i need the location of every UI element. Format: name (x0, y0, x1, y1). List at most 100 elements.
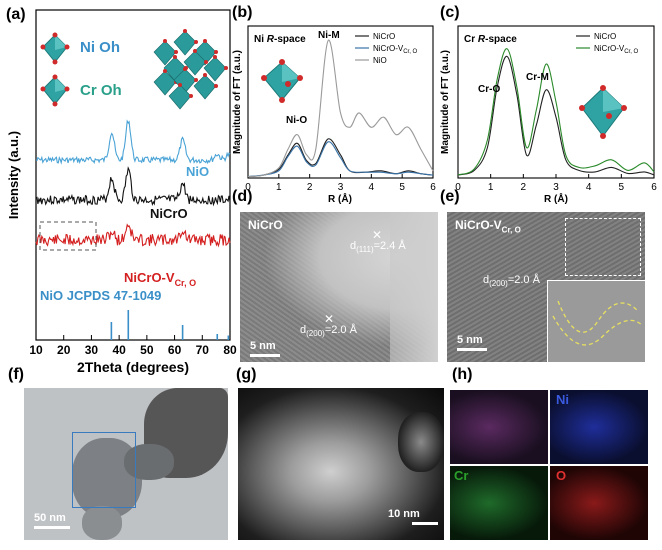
crystal-atom (163, 39, 167, 43)
series-nicrov-line (457, 48, 655, 176)
series-vac-line (35, 223, 231, 248)
h-ni-label: Ni (556, 392, 569, 407)
haadf-image: 10 nm (238, 388, 444, 540)
panel-b-label: (b) (232, 4, 253, 21)
crystal-atom (174, 50, 178, 54)
cross-mark-icon: ✕ (372, 228, 383, 242)
hrtem-image-nicro: NiCrO d(111)=2.4 Å d(200)=2.0 Å ✕ ✕ 5 nm (240, 212, 438, 362)
xrd-tick-label: 10 (29, 343, 43, 357)
panel-h-label: (h) (452, 366, 473, 383)
r-tick-label: 6 (430, 182, 436, 193)
d-scale: 5 nm (250, 340, 276, 352)
d111-label: d(111)=2.4 Å (350, 240, 406, 255)
c-ylabel: Magnitude of FT (a.u.) (440, 50, 451, 154)
r-tick-label: 5 (619, 182, 625, 193)
eds-cr-map: Cr (450, 466, 548, 540)
ann-nio: Ni-O (286, 115, 307, 126)
ni-octahedron-icon (40, 32, 70, 65)
crystal-atom (214, 84, 218, 88)
cr-rspace-chart: Cr R-space Magnitude of FT (a.u.) R (Å) … (440, 25, 657, 205)
c-title: Cr R-space (464, 34, 517, 45)
eds-o-map: O (550, 466, 648, 540)
panel-f-label: (f) (8, 366, 24, 383)
legend-label: NiCrO (594, 32, 616, 41)
h-cr-label: Cr (454, 468, 469, 483)
r-tick-label: 4 (586, 182, 592, 193)
r-tick-label: 1 (488, 182, 494, 193)
legend-ni-oh: Ni Oh (80, 39, 120, 56)
crystal-octahedron (193, 40, 217, 66)
selection-box (72, 432, 136, 508)
ni-octahedron-b-icon (261, 59, 303, 103)
xrd-ylabel: Intensity (a.u.) (6, 131, 21, 219)
crystal-atom (204, 60, 208, 64)
reference-lines (110, 310, 230, 340)
xrd-tick-label: 70 (196, 343, 210, 357)
cr-octahedron-c-icon (579, 85, 627, 139)
e-d200-label: d(200)=2.0 Å (483, 274, 540, 289)
r-tick-label: 6 (651, 182, 657, 193)
series-nicro-line (247, 138, 434, 178)
crystal-atom (178, 83, 182, 87)
crystal-atom (213, 55, 217, 59)
hrtem-image-vac: NiCrO-VCr, O d(200)=2.0 Å 5 nm (447, 212, 645, 362)
d200-label: d(200)=2.0 Å (300, 324, 357, 339)
xrd-tick-label: 50 (140, 343, 154, 357)
panel-d-label: (d) (232, 188, 253, 205)
crystal-atom (163, 69, 167, 73)
zoom-box (565, 218, 641, 276)
r-tick-label: 3 (338, 182, 344, 193)
inset-image (547, 280, 645, 362)
r-tick-label: 0 (455, 182, 461, 193)
xrd-tick-label: 20 (57, 343, 71, 357)
panel-c-label: (c) (440, 4, 460, 21)
series-nio-line (35, 119, 231, 165)
c-xlabel: R (Å) (544, 192, 568, 205)
c-legend: NiCrO NiCrO-VCr, O (576, 32, 639, 55)
ann-cro: Cr-O (478, 84, 500, 95)
xrd-tick-label: 60 (168, 343, 182, 357)
xrd-tick-label: 30 (85, 343, 99, 357)
legend-label: NiCrO-VCr, O (373, 44, 418, 55)
xrd-tick-label: 80 (223, 343, 237, 357)
cr-octahedron-icon (40, 74, 70, 107)
r-tick-label: 1 (276, 182, 282, 193)
ni-rspace-chart: Ni R-space Magnitude of FT (a.u.) R (Å) … (232, 25, 436, 205)
f-scale-bar (34, 526, 70, 529)
b-title: Ni R-space (254, 34, 306, 45)
b-xlabel: R (Å) (328, 192, 352, 205)
e-scale-bar (457, 348, 487, 351)
crystal-atom (173, 55, 177, 59)
crystal-octahedron (193, 74, 217, 100)
crystal-atom (194, 78, 198, 82)
crystal-atom (214, 50, 218, 54)
b-ylabel: Magnitude of FT (a.u.) (232, 50, 243, 154)
label-vac: NiCrO-VCr, O (124, 270, 196, 288)
crystal-atom (193, 49, 197, 53)
crystal-structure-icon (153, 29, 228, 110)
crystal-octahedron (203, 56, 227, 82)
ann-crm: Cr-M (526, 72, 549, 83)
panel-a-label: (a) (6, 6, 26, 23)
series-nicro-line (457, 55, 655, 176)
crystal-octahedron (183, 50, 207, 76)
series-nio-line (247, 39, 434, 178)
r-tick-label: 2 (307, 182, 313, 193)
r-tick-label: 0 (245, 182, 251, 193)
e-name: NiCrO-VCr, O (455, 218, 521, 235)
crystal-octahedron (168, 84, 192, 110)
f-scale: 50 nm (34, 512, 66, 524)
dashed-box (39, 221, 97, 251)
legend-label: NiCrO-VCr, O (594, 44, 639, 55)
r-tick-label: 3 (553, 182, 559, 193)
crystal-atom (194, 40, 198, 44)
crystal-octahedron (153, 70, 177, 96)
series-nicro-line (35, 166, 231, 207)
legend-label: NiCrO (373, 32, 395, 41)
d-scale-bar (250, 354, 280, 357)
label-nicro: NiCrO (150, 206, 188, 221)
panel-g-label: (g) (236, 366, 257, 383)
r-tick-label: 5 (399, 182, 405, 193)
crystal-atom (203, 73, 207, 77)
